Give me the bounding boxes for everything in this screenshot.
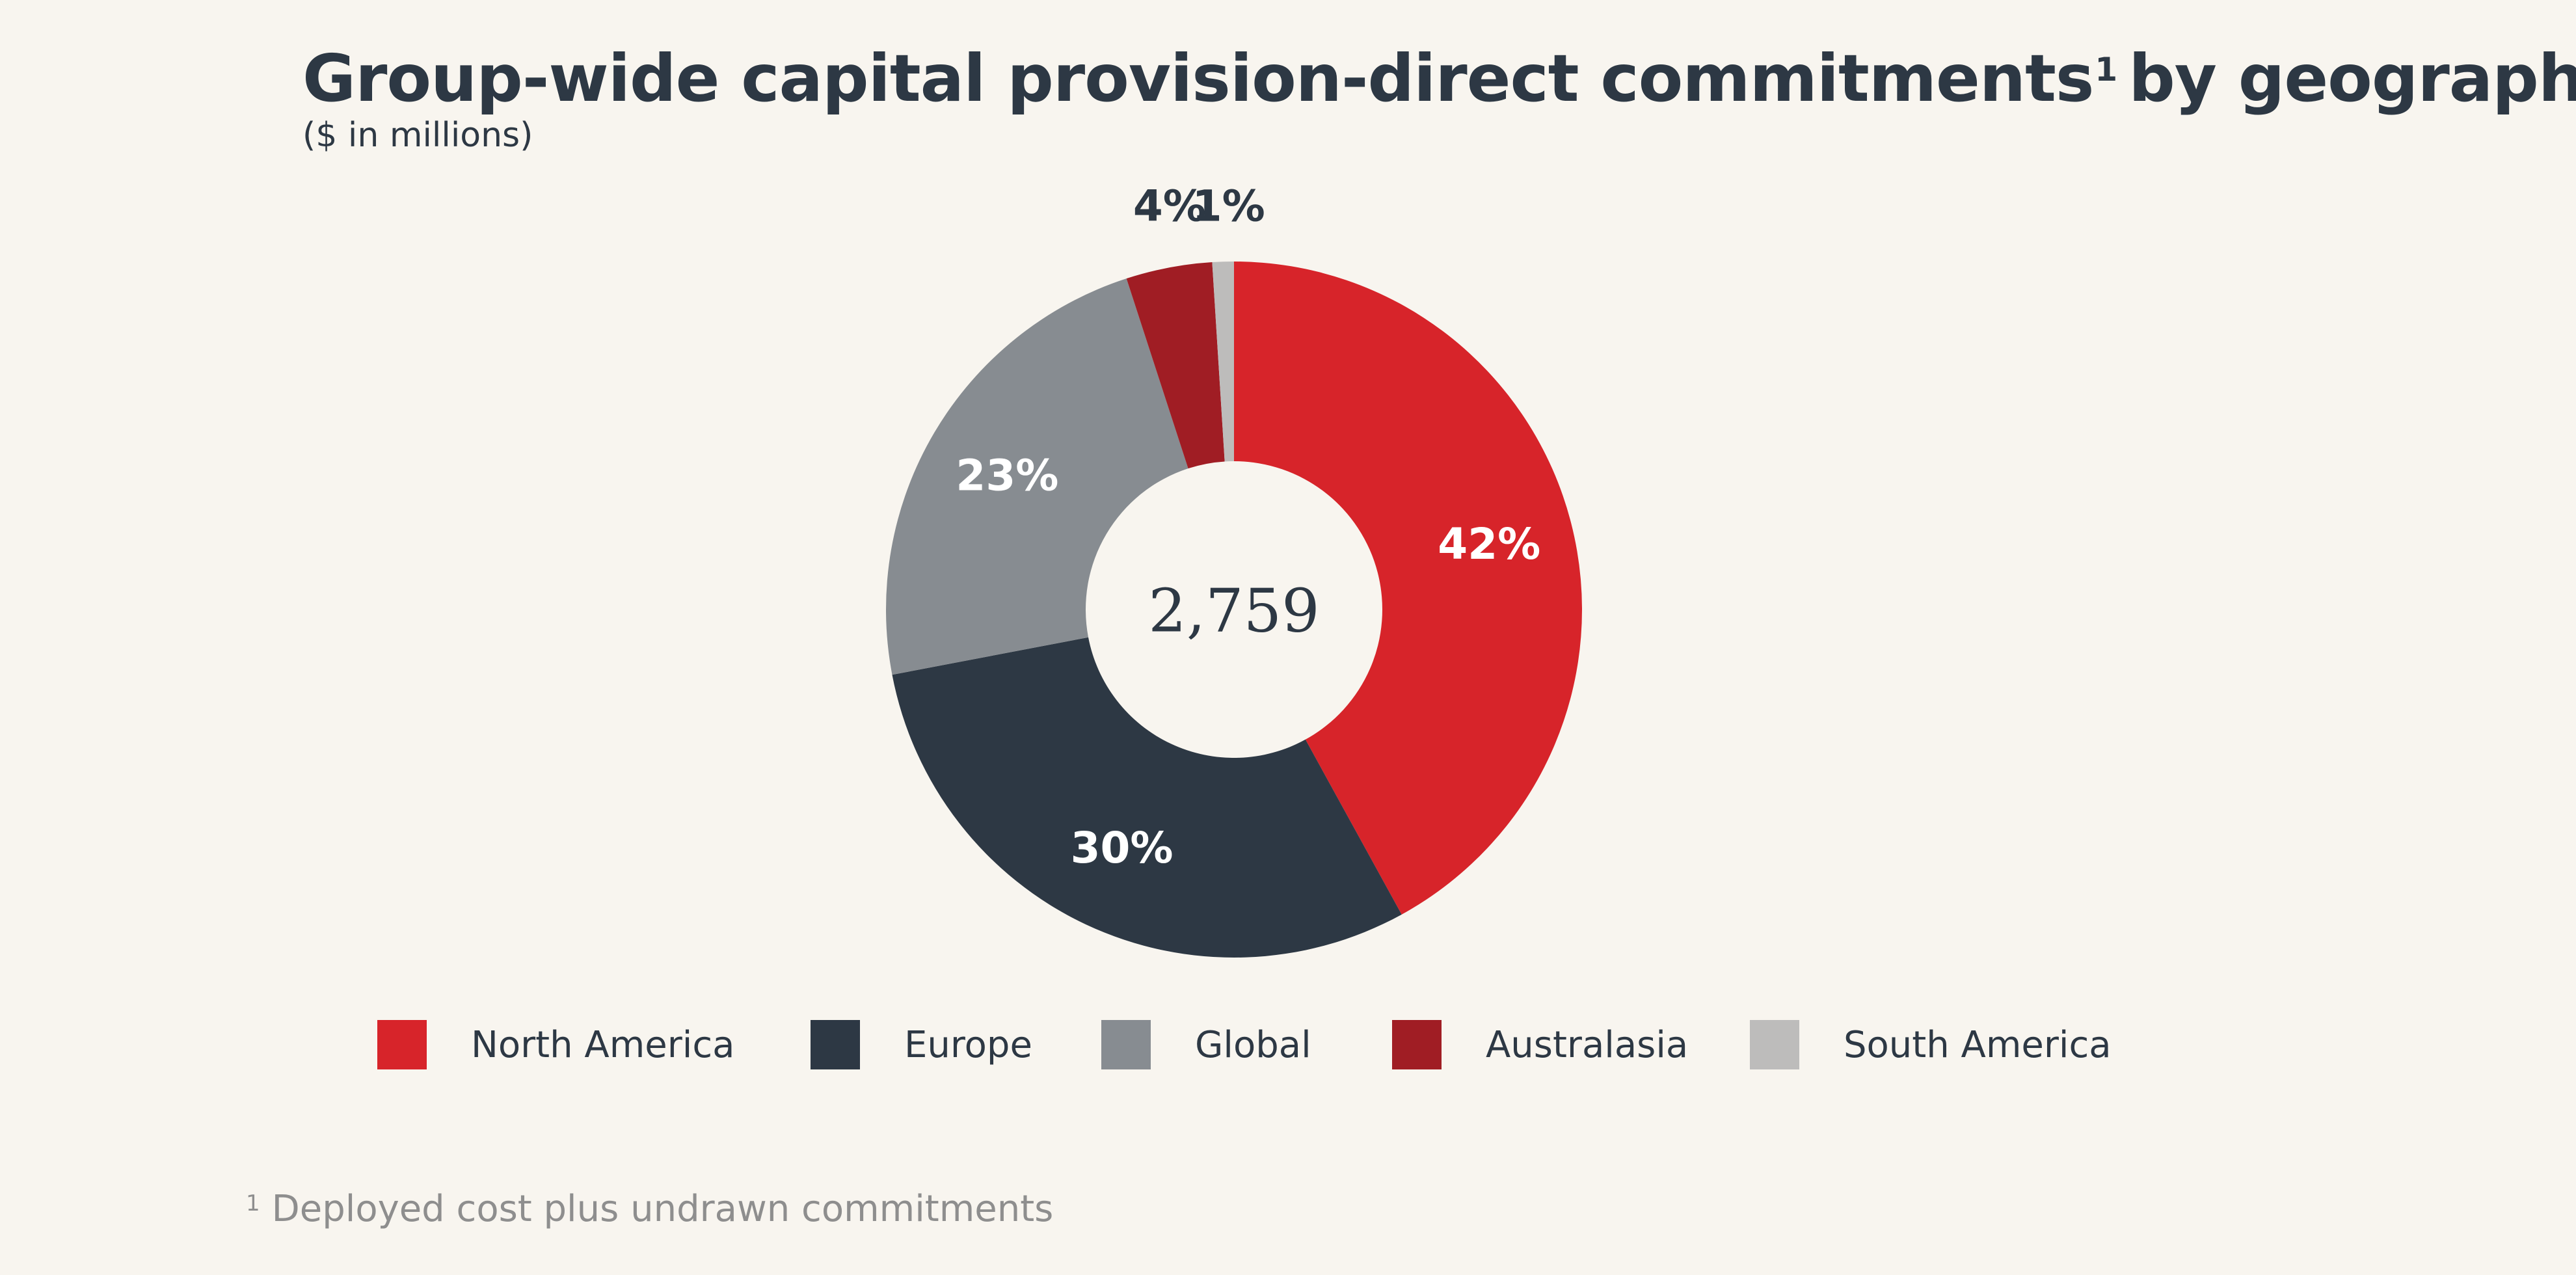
data-label-global: 23%: [956, 450, 1058, 500]
chart-title-main: Group-wide capital provision-direct comm…: [302, 40, 2094, 116]
chart-title-suffix: by geography: [2128, 40, 2576, 116]
legend-swatch: [1750, 1020, 1799, 1069]
legend-item-australasia: Australasia: [1392, 1020, 1688, 1069]
data-label-australasia: 4%: [1133, 181, 1206, 231]
legend-swatch: [811, 1020, 860, 1069]
legend-item-north-america: North America: [377, 1020, 734, 1069]
legend-label: Europe: [904, 1023, 1032, 1066]
legend-label: Global: [1195, 1023, 1311, 1066]
legend-item-south-america: South America: [1750, 1020, 2112, 1069]
chart-legend: North America Europe Global Australasia Sout…: [0, 1020, 2576, 1072]
slice-europe: [892, 637, 1402, 958]
chart-title: Group-wide capital provision-direct comm…: [302, 40, 2576, 116]
legend-item-europe: Europe: [811, 1020, 1032, 1069]
slice-global: [886, 278, 1188, 675]
legend-label: South America: [1844, 1023, 2112, 1066]
legend-item-global: Global: [1101, 1020, 1311, 1069]
footnote-text: Deployed cost plus undrawn commitments: [271, 1188, 1054, 1230]
legend-label: North America: [471, 1023, 735, 1066]
chart-subtitle: ($ in millions): [302, 116, 533, 155]
footnote-marker: 1: [246, 1190, 260, 1216]
legend-label: Australasia: [1486, 1023, 1689, 1066]
footnote: 1 Deployed cost plus undrawn commitments: [246, 1188, 1053, 1230]
data-label-south-america: 1%: [1192, 181, 1265, 232]
center-total: 2,759: [1148, 576, 1319, 646]
legend-swatch: [1392, 1020, 1442, 1069]
donut-chart: 42% 30% 23% 4%1% 2,759: [886, 181, 1582, 958]
data-label-europe: 30%: [1071, 823, 1174, 873]
slice-north-america: [1234, 262, 1582, 915]
legend-swatch: [377, 1020, 427, 1069]
data-label-north-america: 42%: [1438, 519, 1540, 569]
slice-australasia: [1126, 262, 1225, 469]
legend-swatch: [1101, 1020, 1151, 1069]
slice-south-america: [1212, 262, 1234, 462]
title-footnote-marker: 1: [2095, 51, 2117, 88]
